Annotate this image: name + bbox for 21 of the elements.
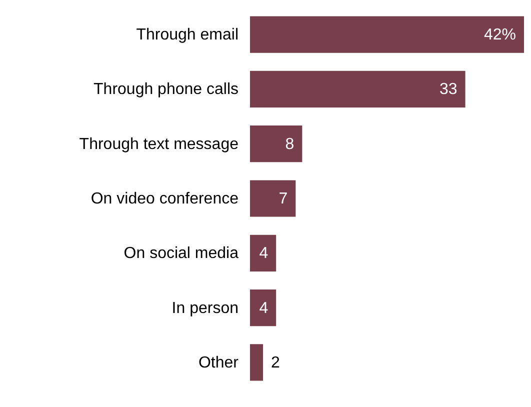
bar (250, 70, 466, 108)
y-tick-label: On video conference (90, 190, 239, 208)
bar (250, 126, 302, 162)
y-tick-label: Through text message (79, 136, 239, 153)
data-label: 42% (484, 26, 516, 44)
data-label: 33 (439, 81, 458, 98)
bar (250, 16, 524, 53)
bar (250, 344, 264, 381)
data-label: 8 (285, 136, 294, 153)
y-tick-label: Through email (136, 26, 238, 44)
bar (250, 234, 276, 272)
bar (250, 290, 276, 326)
data-label: 2 (271, 354, 280, 372)
data-label: 7 (278, 190, 288, 208)
bar (250, 180, 296, 217)
data-label: 4 (259, 300, 268, 317)
data-label: 4 (259, 245, 268, 262)
y-tick-label: In person (172, 300, 238, 317)
y-tick-label: Other (198, 354, 240, 372)
y-tick-label: On social media (124, 245, 239, 262)
y-tick-label: Through phone calls (94, 81, 238, 98)
